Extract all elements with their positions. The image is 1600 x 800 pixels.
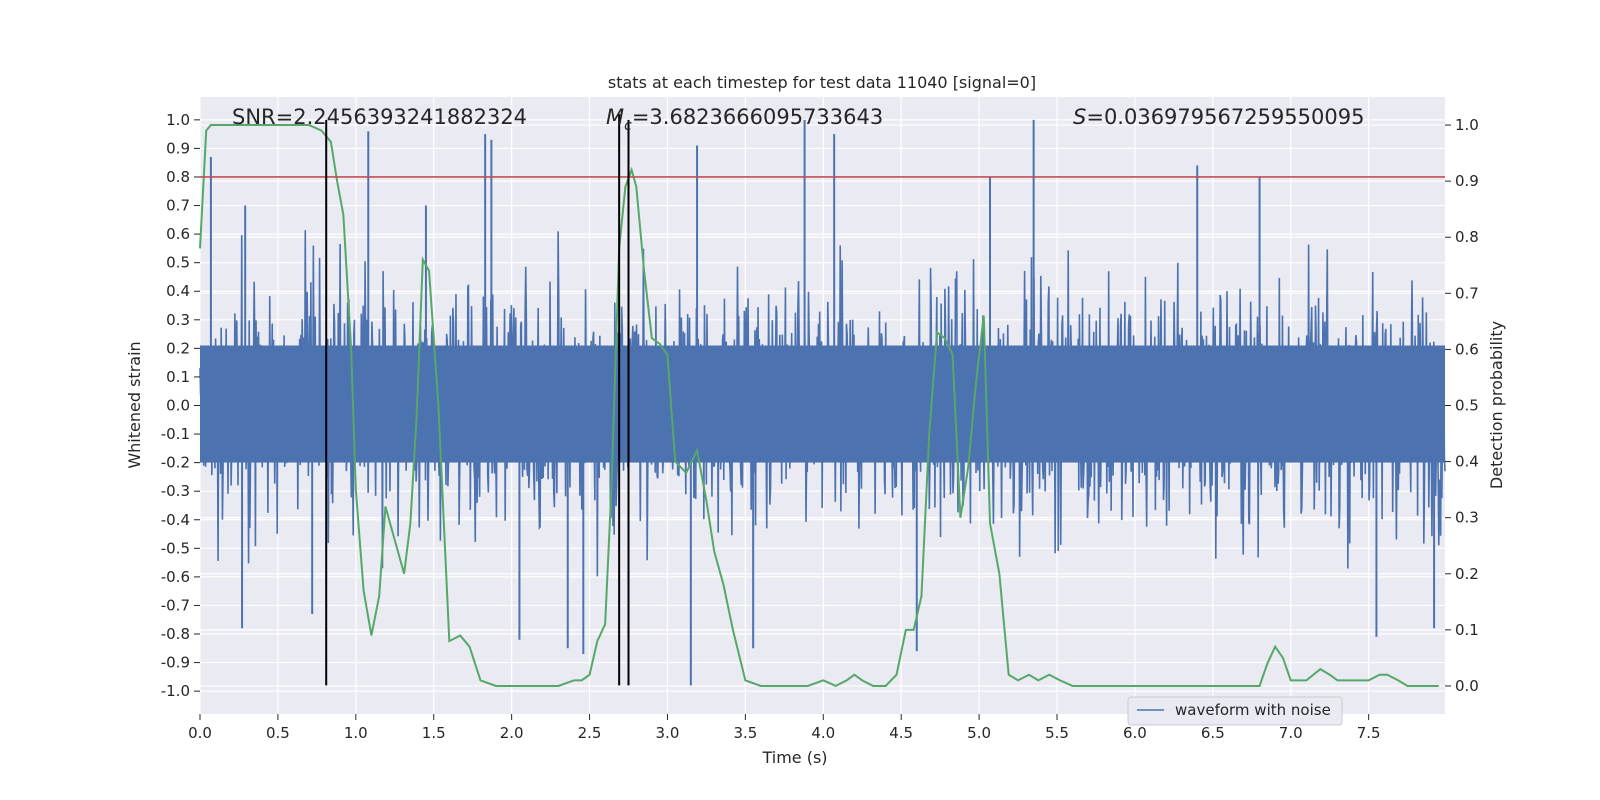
- y-tick-label: 0.0: [166, 397, 190, 415]
- x-tick-label: 1.0: [344, 724, 368, 742]
- y-tick-label: 0.8: [166, 168, 190, 186]
- x-tick-label: 6.0: [1123, 724, 1147, 742]
- chirp-mass-value: =3.6823666095733643: [632, 105, 883, 129]
- y-tick-label: 0.4: [166, 282, 190, 300]
- right-y-ticks: 1.0 0.9 0.8 0.7 0.6 0.5 0.4 0.3 0.2 0.1 0.0: [1445, 116, 1479, 695]
- s-value: =0.036979567259550095: [1086, 105, 1364, 129]
- y2-tick-label: 0.8: [1455, 228, 1479, 246]
- y2-tick-label: 0.7: [1455, 284, 1479, 302]
- y2-axis-label: Detection probability: [1487, 321, 1506, 489]
- s-annotation: S=0.036979567259550095: [1073, 105, 1364, 129]
- y-tick-label: 0.3: [166, 311, 190, 329]
- y-tick-label: 1.0: [166, 111, 190, 129]
- x-tick-label: 7.5: [1357, 724, 1381, 742]
- x-tick-label: 6.5: [1201, 724, 1225, 742]
- chirp-mass-subscript: c: [624, 118, 632, 134]
- x-tick-label: 1.5: [422, 724, 446, 742]
- y2-tick-label: 0.2: [1455, 565, 1479, 583]
- snr-annotation: SNR=2.2456393241882324: [232, 105, 527, 129]
- y-tick-label: 0.6: [166, 225, 190, 243]
- y-tick-label: -0.9: [161, 654, 190, 672]
- y2-tick-label: 0.0: [1455, 677, 1479, 695]
- x-tick-label: 7.0: [1279, 724, 1303, 742]
- probability-series: [199, 124, 1439, 688]
- y-tick-label: -0.6: [161, 568, 190, 586]
- y-tick-label: -0.2: [161, 454, 190, 472]
- y-axis-label: Whitened strain: [125, 341, 144, 468]
- y2-tick-label: 0.4: [1455, 453, 1479, 471]
- y-tick-label: -0.5: [161, 539, 190, 557]
- chirp-mass-annotation: Mc=3.6823666095733643: [606, 105, 883, 134]
- y2-tick-label: 0.6: [1455, 340, 1479, 358]
- y2-tick-label: 0.5: [1455, 397, 1479, 415]
- s-symbol: S: [1073, 105, 1086, 129]
- y-tick-label: 0.5: [166, 254, 190, 272]
- x-tick-label: 4.5: [889, 724, 913, 742]
- y-tick-label: -0.1: [161, 425, 190, 443]
- x-tick-label: 2.5: [578, 724, 602, 742]
- y2-tick-label: 1.0: [1455, 116, 1479, 134]
- y-tick-label: -0.3: [161, 482, 190, 500]
- waveform-dense-band: [200, 345, 1445, 463]
- legend-label: waveform with noise: [1175, 701, 1331, 719]
- y2-tick-label: 0.3: [1455, 509, 1479, 527]
- y-tick-label: -0.7: [161, 596, 190, 614]
- x-tick-label: 3.0: [656, 724, 680, 742]
- x-tick-label: 2.0: [500, 724, 524, 742]
- y2-tick-label: 0.9: [1455, 172, 1479, 190]
- x-ticks: 0.0 0.5 1.0 1.5 2.0 2.5 3.0 3.5 4.0 4.5 5.0 5.5 6.0 6…: [188, 714, 1381, 742]
- x-tick-label: 0.5: [266, 724, 290, 742]
- y-tick-label: -0.4: [161, 511, 190, 529]
- y-tick-label: 0.2: [166, 339, 190, 357]
- left-y-ticks: 1.0 0.9 0.8 0.7 0.6 0.5 0.4 0.3 0.2 0.1 0.0 -0.1 -0.…: [161, 111, 200, 700]
- x-axis-label: Time (s): [761, 748, 827, 767]
- reference-lines: [200, 114, 1445, 686]
- x-tick-label: 0.0: [188, 724, 212, 742]
- x-tick-label: 3.5: [733, 724, 757, 742]
- waveform-series: [199, 119, 1446, 686]
- x-tick-label: 5.0: [967, 724, 991, 742]
- legend: waveform with noise: [1127, 696, 1343, 726]
- x-tick-label: 4.0: [811, 724, 835, 742]
- legend-box: [1127, 696, 1343, 726]
- y2-tick-label: 0.1: [1455, 621, 1479, 639]
- y-tick-label: -0.8: [161, 625, 190, 643]
- y-tick-label: 0.1: [166, 368, 190, 386]
- y-tick-label: 0.7: [166, 197, 190, 215]
- y-tick-label: -1.0: [161, 682, 190, 700]
- x-tick-label: 5.5: [1045, 724, 1069, 742]
- probability-line: [199, 124, 1439, 688]
- chart-title: stats at each timestep for test data 110…: [608, 73, 1036, 92]
- gridlines: [199, 97, 1445, 714]
- chirp-mass-symbol: M: [606, 105, 624, 129]
- y-tick-label: 0.9: [166, 139, 190, 157]
